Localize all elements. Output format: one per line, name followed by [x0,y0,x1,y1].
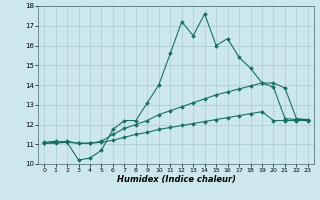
X-axis label: Humidex (Indice chaleur): Humidex (Indice chaleur) [116,175,236,184]
